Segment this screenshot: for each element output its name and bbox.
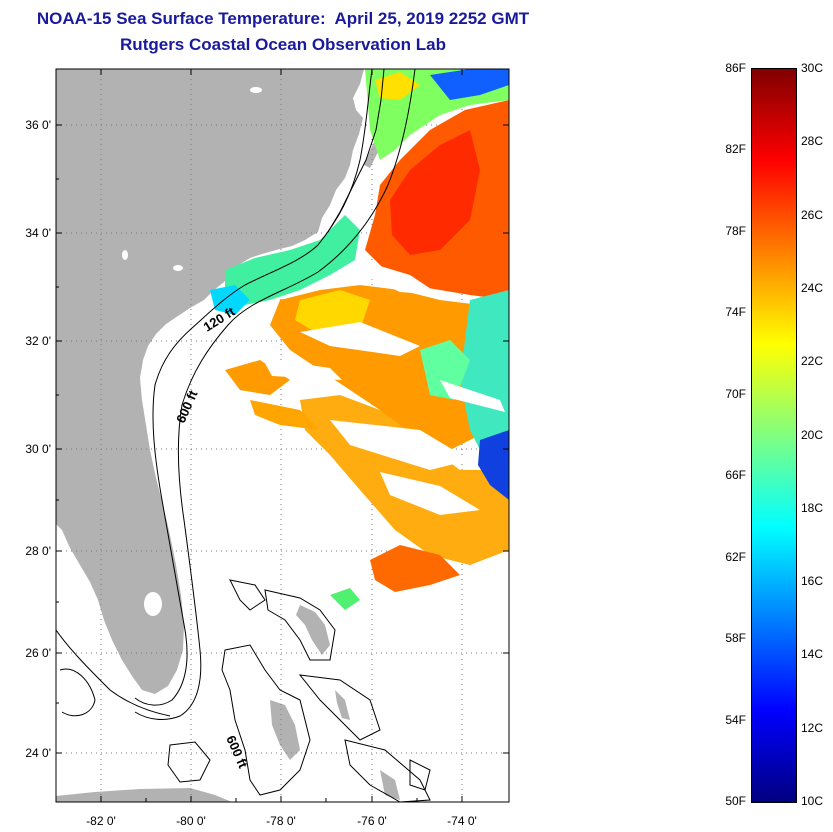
lat-label: 28 0' bbox=[25, 544, 51, 558]
contour-120ft bbox=[134, 69, 373, 706]
contour-600ft bbox=[134, 69, 416, 720]
sst-patch-red-lower bbox=[370, 545, 460, 592]
sst-patch-green-mid bbox=[420, 340, 470, 400]
lon-label: -82 0' bbox=[86, 814, 116, 828]
contour-bahamas bbox=[167, 741, 211, 783]
contour-bahamas bbox=[264, 589, 336, 661]
cloud-streak bbox=[300, 322, 420, 356]
sst-patch-orange-west bbox=[225, 360, 290, 395]
colorbar-label-c: 16C bbox=[801, 574, 824, 588]
lake-okeechobee bbox=[144, 592, 162, 616]
land-mass-grand-bahama bbox=[296, 605, 330, 655]
lat-label: 26 0' bbox=[25, 646, 51, 660]
contour-gulf-loop bbox=[59, 668, 96, 717]
lat-label: 34 0' bbox=[25, 226, 51, 240]
contour-bahamas bbox=[409, 759, 431, 791]
sst-patch-blue-north bbox=[430, 69, 509, 100]
colorbar-label-c: 14C bbox=[801, 647, 824, 661]
land-mass-southern-bahamas bbox=[380, 770, 400, 800]
contour-bahamas bbox=[298, 674, 381, 741]
sst-layer bbox=[210, 69, 509, 610]
cloud-streak bbox=[380, 472, 480, 515]
latitude-axis: 36 0' 34 0' 32 0' 30 0' 28 0' 26 0' 24 0… bbox=[25, 118, 51, 760]
colorbar-label-c: 30C bbox=[801, 61, 824, 75]
colorbar-label-f: 66F bbox=[725, 468, 746, 482]
graticule bbox=[56, 69, 509, 802]
contour-bahamas bbox=[221, 644, 311, 796]
colorbar-label-c: 22C bbox=[801, 354, 824, 368]
colorbar-label-f: 86F bbox=[725, 61, 746, 75]
colorbar-label-f: 70F bbox=[725, 387, 746, 401]
sst-patch-red-core bbox=[390, 130, 480, 255]
map-frame bbox=[55, 68, 510, 803]
colorbar-label-f: 50F bbox=[725, 794, 746, 808]
colorbar-label-f: 78F bbox=[725, 224, 746, 238]
colorbar-label-c: 24C bbox=[801, 281, 824, 295]
colorbar-label-f: 82F bbox=[725, 142, 746, 156]
map-panel: 120 ft 600 ft 600 ft bbox=[56, 69, 509, 802]
lat-label: 32 0' bbox=[25, 334, 51, 348]
temperature-colorbar bbox=[751, 68, 797, 803]
colorbar-label-f: 74F bbox=[725, 305, 746, 319]
lat-label: 24 0' bbox=[25, 746, 51, 760]
sst-patch-yellow-north bbox=[375, 72, 420, 100]
land-mass-southeast-us bbox=[56, 69, 364, 694]
lon-label: -76 0' bbox=[357, 814, 387, 828]
sst-patch-green-coastal bbox=[225, 215, 360, 305]
contour-bahamas bbox=[229, 579, 266, 611]
lat-label: 30 0' bbox=[25, 442, 51, 456]
contour-gulf bbox=[56, 629, 171, 717]
lon-label: -74 0' bbox=[447, 814, 477, 828]
frame-ticks bbox=[56, 69, 509, 802]
land-mass-cuba bbox=[56, 788, 232, 802]
sst-patch-blue-east bbox=[478, 430, 509, 500]
sst-patch-orange-west bbox=[250, 400, 320, 430]
colorbar-label-c: 18C bbox=[801, 501, 824, 515]
longitude-axis: -82 0' -80 0' -78 0' -76 0' -74 0' bbox=[86, 814, 477, 828]
colorbar-label-c: 28C bbox=[801, 134, 824, 148]
colorbar-label-f: 58F bbox=[725, 631, 746, 645]
sst-patch-green-east bbox=[460, 290, 509, 480]
sst-patch-cyan bbox=[210, 285, 250, 315]
map-subtitle: Rutgers Coastal Ocean Observation Lab bbox=[120, 35, 446, 54]
lon-label: -80 0' bbox=[176, 814, 206, 828]
inland-lake bbox=[173, 265, 183, 271]
cloud-streak bbox=[262, 358, 342, 380]
cloud-streak bbox=[440, 380, 505, 412]
cloud-streak bbox=[360, 260, 440, 295]
contour-bahamas bbox=[344, 739, 431, 802]
colorbar-label-c: 20C bbox=[801, 428, 824, 442]
inland-lake bbox=[250, 87, 262, 93]
colorbar-label-f: 54F bbox=[725, 713, 746, 727]
colorbar-label-c: 26C bbox=[801, 208, 824, 222]
land-mass-eleuthera bbox=[335, 690, 350, 720]
lon-label: -78 0' bbox=[266, 814, 296, 828]
colorbar-label-f: 62F bbox=[725, 550, 746, 564]
contour-layer bbox=[56, 69, 431, 802]
contour-coastal bbox=[327, 69, 385, 233]
lat-label: 36 0' bbox=[25, 118, 51, 132]
cloud-streak bbox=[330, 420, 470, 470]
colorbar-label-c: 12C bbox=[801, 721, 824, 735]
colorbar-label-c: 10C bbox=[801, 794, 824, 808]
inland-lake bbox=[122, 250, 128, 260]
map-title: NOAA-15 Sea Surface Temperature: April 2… bbox=[36, 9, 530, 28]
land-mass-andros bbox=[270, 700, 300, 760]
sst-patch-green-south bbox=[330, 588, 360, 610]
